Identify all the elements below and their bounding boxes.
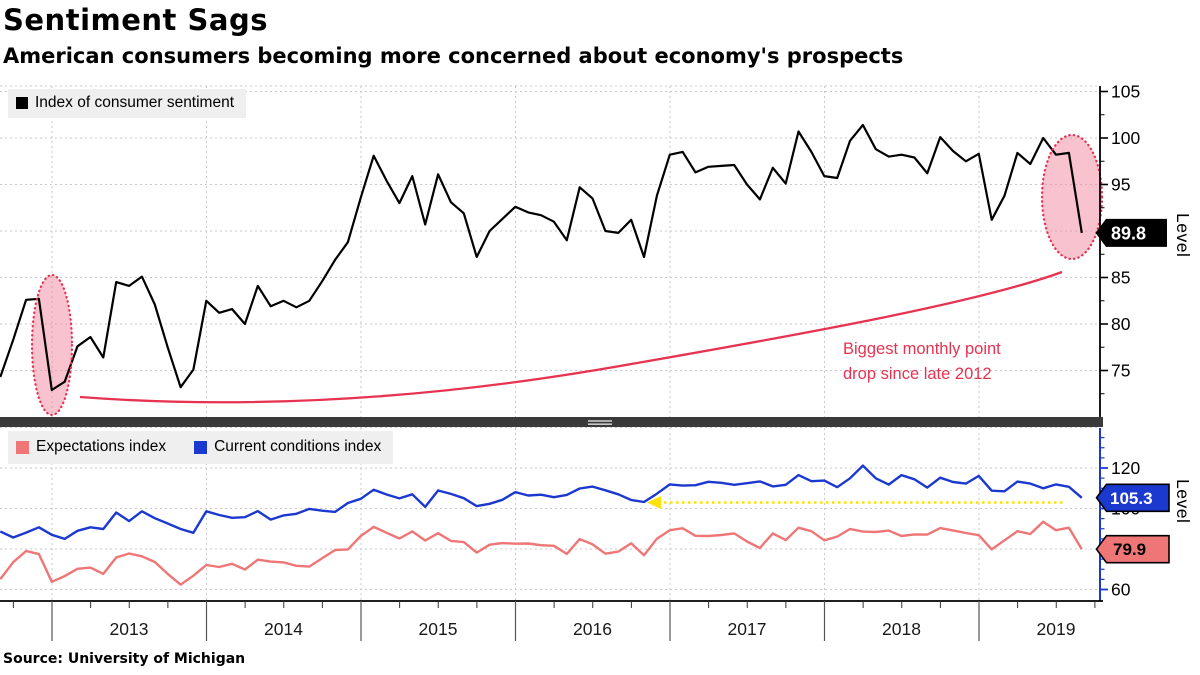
gridlines (0, 85, 1100, 601)
conditions-value-badge (1095, 483, 1170, 513)
sentiment-value-badge-label: 89.8 (1111, 223, 1146, 243)
x-axis-year-label: 2017 (728, 619, 767, 639)
x-axis-year-label: 2019 (1037, 619, 1076, 639)
top-annotation-borders (30, 133, 1104, 417)
drop-annotation-line1: Biggest monthly point (843, 340, 1001, 358)
bottom-series (0, 464, 1083, 586)
x-axis-year-label: 2014 (264, 619, 303, 639)
conditions-legend-label: Current conditions index (214, 438, 382, 455)
x-axis-year-label: 2015 (419, 619, 458, 639)
bottom-right-axis: 12010060105.379.9 (1095, 428, 1170, 601)
top-axis-tick-label: 75 (1111, 361, 1130, 381)
legend-bottom: Expectations index Current conditions in… (8, 431, 394, 464)
x-axis-year-label: 2018 (882, 619, 921, 639)
drop-annotation-line2: drop since late 2012 (843, 365, 992, 383)
panel-divider-group (0, 417, 1103, 427)
conditions-legend-swatch (194, 440, 208, 454)
chart-title: Sentiment Sags (3, 3, 268, 37)
conditions-value-badge-label: 105.3 (1110, 489, 1153, 508)
sentiment-value-badge (1095, 218, 1167, 247)
expectations-legend-item: Expectations index (16, 438, 166, 456)
expectations-line (0, 520, 1083, 586)
bottom-axis-tick-label: 60 (1111, 580, 1131, 600)
highlight-ellipse-2019-border (1040, 133, 1104, 261)
sentiment-legend-label: Index of consumer sentiment (35, 94, 235, 111)
annotation-swoosh-curve (79, 270, 1063, 404)
source-note: Source: University of Michigan (3, 651, 246, 667)
expectations-value-badge-label: 79.9 (1113, 540, 1146, 559)
expectations-legend-swatch (16, 440, 29, 454)
divider-grip-line (588, 423, 612, 425)
yellow-arrowhead (647, 496, 661, 509)
top-axis-tick-label: 95 (1111, 175, 1130, 195)
x-axis-year-label: 2013 (110, 619, 149, 639)
legend-top: Index of consumer sentiment (8, 89, 247, 118)
top-axis-title: Level (1173, 213, 1193, 258)
chart-subtitle: American consumers becoming more concern… (3, 44, 904, 68)
top-axis-tick-label: 105 (1111, 82, 1140, 102)
panel-divider[interactable] (0, 417, 1103, 427)
expectations-legend-label: Expectations index (36, 438, 167, 455)
sentiment-line (0, 123, 1083, 392)
conditions-line (0, 464, 1083, 541)
top-annotations (32, 135, 1102, 415)
bottom-axis-title: Level (1173, 479, 1193, 524)
sentiment-series (0, 123, 1083, 392)
top-axis-tick-label: 80 (1111, 314, 1131, 334)
expectations-value-badge (1095, 534, 1170, 564)
x-axis-year-label: 2016 (573, 619, 612, 639)
highlight-ellipse-2012-fill (32, 275, 72, 415)
x-axis: 2013 2014 2015 2016 2017 2018 2019 (0, 600, 1103, 641)
highlight-ellipse-2019-fill (1042, 135, 1102, 259)
highlight-ellipse-2012-border (30, 273, 74, 417)
top-axis-tick-label: 100 (1111, 128, 1140, 148)
top-right-axis: 105 100 95 85 80 75 89.8 (1095, 82, 1167, 417)
divider-grip-line (588, 420, 612, 422)
conditions-legend-item: Current conditions index (194, 438, 381, 456)
top-axis-tick-label: 85 (1111, 268, 1130, 288)
sentiment-legend-swatch (16, 97, 28, 109)
bottom-axis-tick-label: 120 (1111, 458, 1140, 478)
drop-annotation: Biggest monthly point drop since late 20… (843, 337, 1001, 387)
